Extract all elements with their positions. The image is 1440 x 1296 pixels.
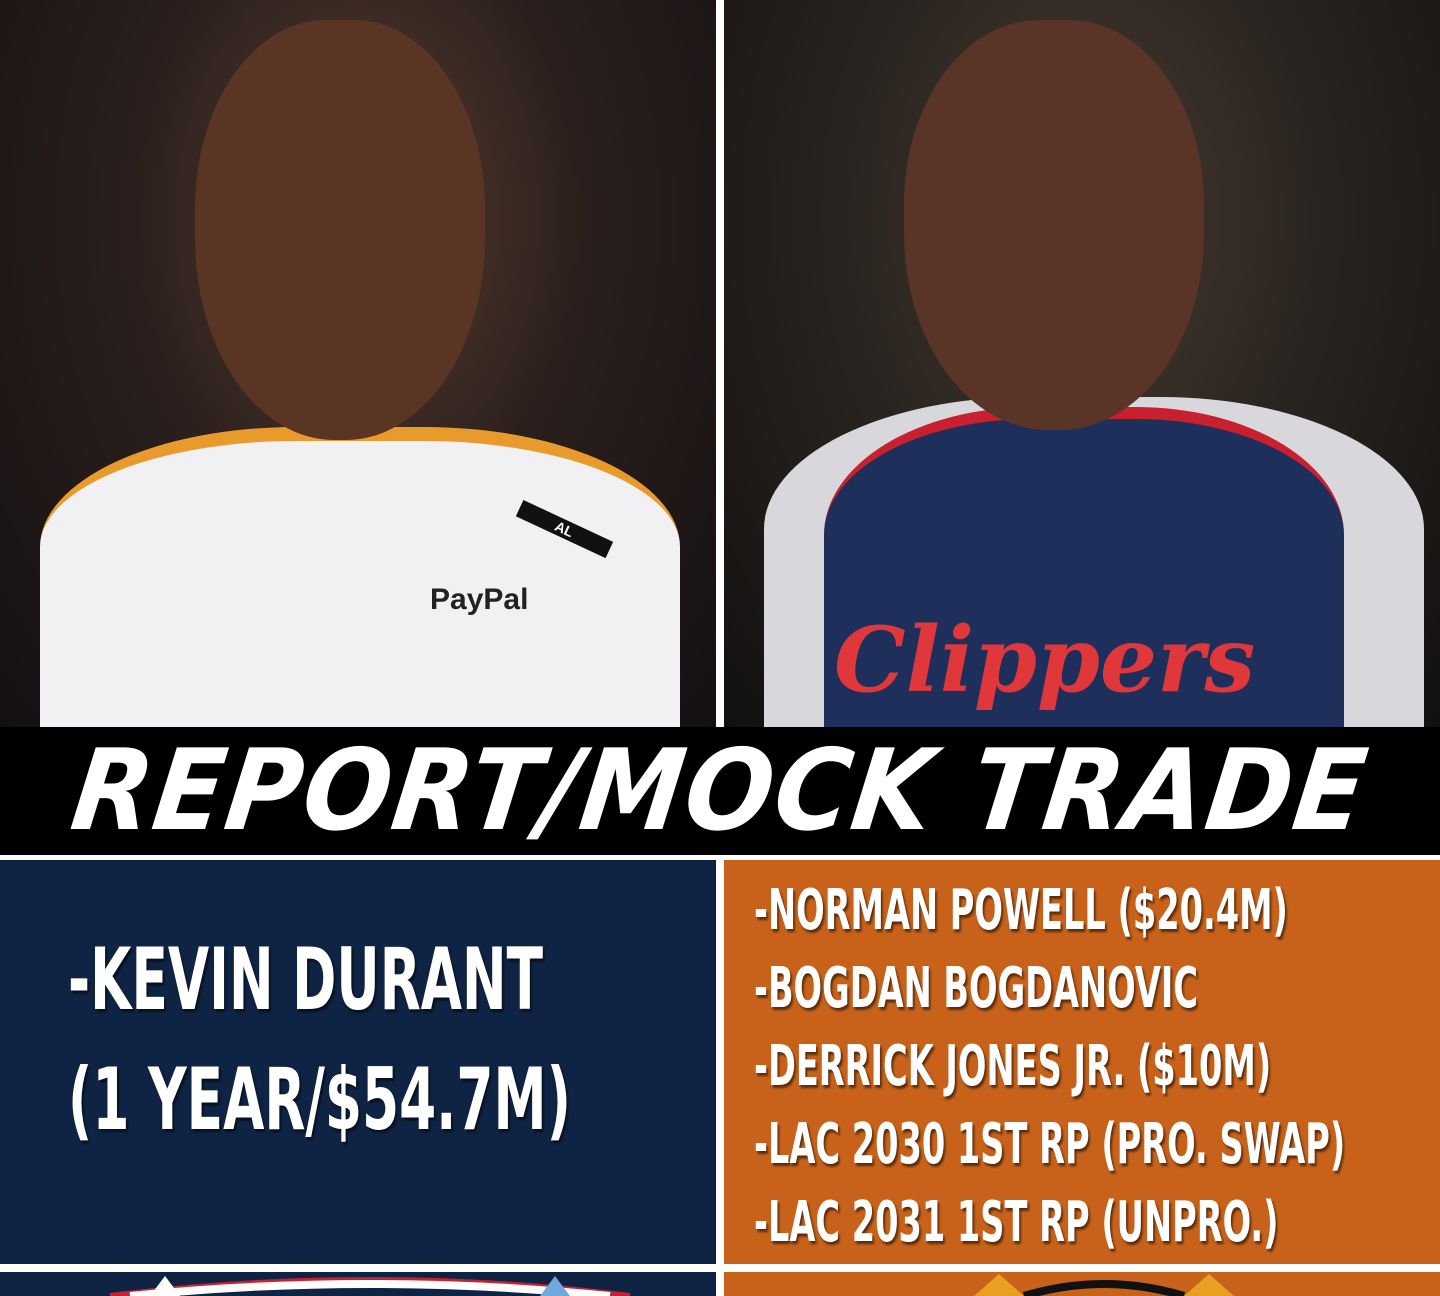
jersey-wordmark: Clippers — [834, 607, 1256, 713]
suns-logo — [724, 1272, 1440, 1296]
suns-receive-panel: -KEVIN DURANT (1 YEAR/$54.7M) — [0, 860, 716, 1264]
player-head — [195, 20, 485, 440]
headline-title: REPORT/MOCK TRADE — [64, 727, 1376, 855]
norman-powell-photo: Clippers — [724, 0, 1440, 727]
package-item: -LAC 2030 1ST RP (PRO. SWAP) — [754, 1112, 1346, 1177]
player-head — [904, 20, 1204, 430]
jersey-sponsor: PayPal — [430, 583, 529, 616]
headline-banner: REPORT/MOCK TRADE — [0, 727, 1440, 855]
trade-package-list: -NORMAN POWELL ($20.4M) -BOGDAN BOGDANOV… — [754, 872, 1440, 1262]
clippers-package-panel: -NORMAN POWELL ($20.4M) -BOGDAN BOGDANOV… — [724, 860, 1440, 1264]
player-contract: (1 YEAR/$54.7M) — [68, 1050, 571, 1150]
player-name: -KEVIN DURANT — [68, 930, 544, 1030]
package-item: -LAC 2031 1ST RP (UNPRO.) — [754, 1190, 1279, 1255]
package-item: -DERRICK JONES JR. ($10M) — [754, 1034, 1272, 1099]
package-item: -BOGDAN BOGDANOVIC — [754, 956, 1199, 1021]
clippers-jersey-front — [824, 407, 1344, 727]
package-item: -NORMAN POWELL ($20.4M) — [754, 878, 1288, 943]
clippers-logo — [0, 1272, 716, 1296]
suns-jersey — [40, 427, 680, 727]
kevin-durant-photo: PayPal AL — [0, 0, 716, 727]
